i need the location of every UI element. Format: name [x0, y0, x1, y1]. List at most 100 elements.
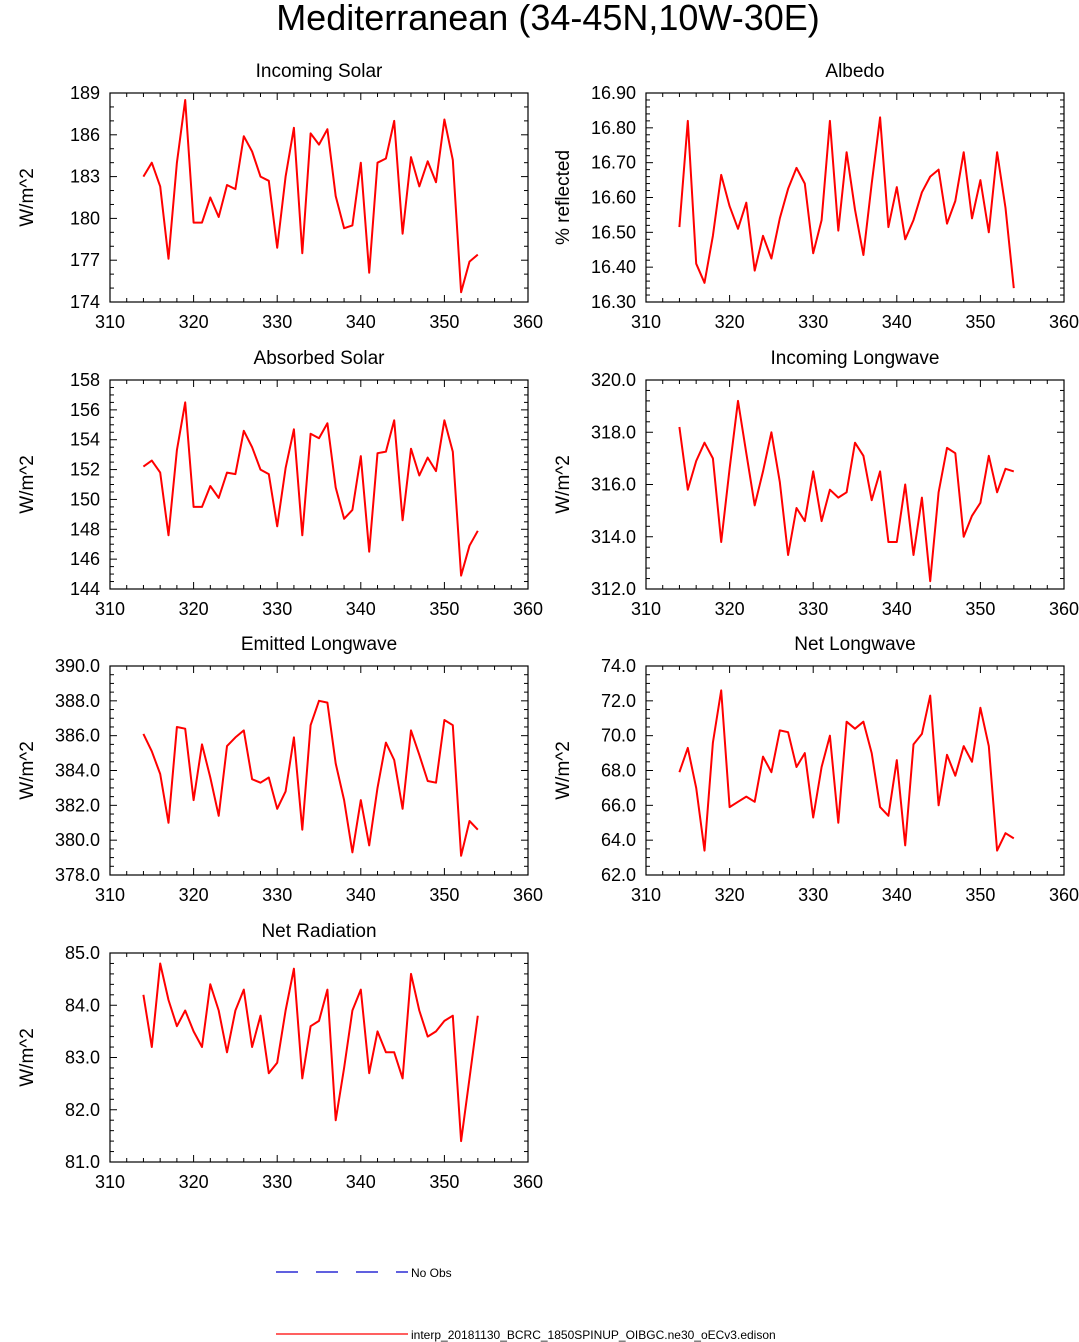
- series-line: [678, 116, 1015, 289]
- y-tick-label: 378.0: [55, 865, 100, 885]
- panel-title: Emitted Longwave: [241, 634, 397, 655]
- y-tick-label: 156: [70, 400, 100, 420]
- y-tick-label: 384.0: [55, 761, 100, 781]
- x-tick-label: 310: [95, 599, 125, 619]
- series-line: [142, 401, 479, 577]
- y-tick-label: 312.0: [591, 579, 636, 599]
- y-tick-label: 318.0: [591, 422, 636, 442]
- x-tick-label: 310: [95, 885, 125, 905]
- x-tick-label: 320: [179, 1172, 209, 1192]
- x-tick-label: 340: [346, 599, 376, 619]
- y-tick-label: 81.0: [65, 1152, 100, 1172]
- x-tick-label: 350: [965, 312, 995, 332]
- y-tick-label: 158: [70, 370, 100, 390]
- y-tick-label: 64.0: [601, 830, 636, 850]
- y-tick-label: 177: [70, 250, 100, 270]
- x-tick-label: 340: [882, 599, 912, 619]
- y-tick-label: 183: [70, 167, 100, 187]
- panel-5: 310 320 330 340 350 360 378.0 380.0 382.0 384.0 38…: [17, 634, 543, 905]
- x-tick-label: 310: [631, 599, 661, 619]
- x-tick-label: 340: [882, 885, 912, 905]
- plot-frame: [109, 92, 529, 303]
- y-tick-label: 380.0: [55, 830, 100, 850]
- y-tick-label: 148: [70, 519, 100, 539]
- y-axis-label: % reflected: [553, 150, 574, 245]
- x-tick-label: 350: [429, 312, 459, 332]
- x-tick-label: 340: [346, 1172, 376, 1192]
- plot-frame: [645, 92, 1065, 303]
- x-tick-label: 350: [429, 885, 459, 905]
- x-tick-label: 360: [513, 312, 543, 332]
- y-axis-label: W/m^2: [17, 1028, 38, 1087]
- panel-title: Albedo: [825, 61, 884, 82]
- panel-2: 310 320 330 340 350 360 16.30 16.40 16.50 16.60 16…: [553, 61, 1079, 332]
- x-tick-label: 320: [179, 885, 209, 905]
- x-tick-label: 330: [798, 312, 828, 332]
- series-line: [142, 962, 479, 1143]
- x-tick-label: 320: [715, 312, 745, 332]
- x-tick-label: 330: [262, 312, 292, 332]
- y-tick-label: 84.0: [65, 995, 100, 1015]
- y-axis-label: W/m^2: [553, 455, 574, 514]
- y-tick-label: 16.30: [591, 292, 636, 312]
- figure-title: Mediterranean (34-45N,10W-30E): [276, 0, 820, 38]
- x-tick-label: 360: [513, 1172, 543, 1192]
- y-tick-label: 16.50: [591, 222, 636, 242]
- panel-1: 310 320 330 340 350 360 174 177 180 183 186 189 Inco…: [17, 61, 543, 332]
- x-tick-label: 340: [346, 885, 376, 905]
- y-tick-label: 16.40: [591, 257, 636, 277]
- y-axis-label: W/m^2: [17, 741, 38, 800]
- y-tick-label: 314.0: [591, 527, 636, 547]
- panel-title: Net Longwave: [794, 634, 915, 655]
- legend: No Obs interp_20181130_BCRC_1850SPINUP_O…: [276, 1266, 776, 1342]
- x-tick-label: 350: [429, 1172, 459, 1192]
- plot-frame: [109, 952, 529, 1163]
- y-tick-label: 390.0: [55, 656, 100, 676]
- x-tick-label: 320: [715, 599, 745, 619]
- y-tick-label: 16.80: [591, 118, 636, 138]
- panel-title: Incoming Solar: [256, 61, 383, 82]
- x-tick-label: 320: [715, 885, 745, 905]
- panel-3: 310 320 330 340 350 360 144 146 148 150 152 154 156 1…: [17, 348, 543, 619]
- panels: 310 320 330 340 350 360 174 177 180 183 186 189 Inco…: [17, 61, 1079, 1192]
- y-tick-label: 66.0: [601, 795, 636, 815]
- x-tick-label: 330: [262, 885, 292, 905]
- y-tick-label: 85.0: [65, 943, 100, 963]
- series-line: [678, 689, 1015, 852]
- y-tick-label: 74.0: [601, 656, 636, 676]
- y-axis-label: W/m^2: [17, 168, 38, 227]
- y-axis-label: W/m^2: [17, 455, 38, 514]
- series-line: [142, 99, 479, 294]
- y-tick-label: 388.0: [55, 691, 100, 711]
- y-tick-label: 189: [70, 83, 100, 103]
- series-line: [142, 699, 479, 857]
- panel-title: Absorbed Solar: [254, 348, 386, 369]
- x-tick-label: 340: [346, 312, 376, 332]
- legend-model-label: interp_20181130_BCRC_1850SPINUP_OIBGC.ne…: [411, 1328, 776, 1342]
- y-tick-label: 382.0: [55, 795, 100, 815]
- x-tick-label: 310: [95, 312, 125, 332]
- x-tick-label: 330: [262, 599, 292, 619]
- x-tick-label: 310: [631, 312, 661, 332]
- y-axis-label: W/m^2: [553, 741, 574, 800]
- x-tick-label: 320: [179, 312, 209, 332]
- series-line: [678, 399, 1015, 583]
- y-tick-label: 144: [70, 579, 100, 599]
- y-tick-label: 186: [70, 125, 100, 145]
- panel-6: 310 320 330 340 350 360 62.0 64.0 66.0 68.0 70.0 72…: [553, 634, 1079, 905]
- y-tick-label: 150: [70, 489, 100, 509]
- x-tick-label: 350: [965, 599, 995, 619]
- panel-title: Incoming Longwave: [771, 348, 940, 369]
- y-tick-label: 70.0: [601, 726, 636, 746]
- y-tick-label: 16.70: [591, 153, 636, 173]
- x-tick-label: 360: [1049, 599, 1079, 619]
- y-tick-label: 180: [70, 208, 100, 228]
- plot-frame: [645, 379, 1065, 590]
- y-tick-label: 154: [70, 430, 100, 450]
- y-tick-label: 16.90: [591, 83, 636, 103]
- y-tick-label: 316.0: [591, 475, 636, 495]
- legend-obs-label: No Obs: [411, 1266, 452, 1280]
- y-tick-label: 72.0: [601, 691, 636, 711]
- x-tick-label: 310: [631, 885, 661, 905]
